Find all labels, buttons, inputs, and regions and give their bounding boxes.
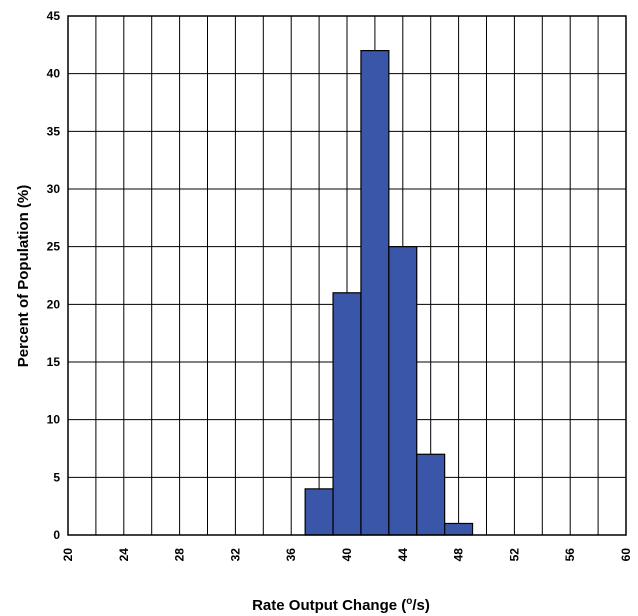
- x-tick-label: 52: [507, 548, 521, 562]
- histogram-bar: [416, 453, 446, 536]
- x-tick-labels: 20 24 28 32 36 40 44 48 52 56 60: [61, 548, 633, 562]
- y-tick-labels: 0 5 10 15 20 25 30 35 40 45: [47, 9, 61, 542]
- histogram-bar: [304, 488, 334, 536]
- x-tick-label: 24: [117, 548, 131, 562]
- y-tick-label: 15: [47, 355, 61, 369]
- y-tick-label: 35: [47, 124, 61, 138]
- histogram-bar: [444, 522, 474, 536]
- x-tick-label: 40: [340, 548, 354, 562]
- histogram-bar: [360, 49, 390, 536]
- y-tick-label: 10: [47, 413, 61, 427]
- histogram-bars: [304, 49, 474, 536]
- histogram-bar: [388, 246, 418, 536]
- x-tick-label: 48: [452, 548, 466, 562]
- y-tick-label: 5: [53, 470, 60, 484]
- x-tick-label: 60: [619, 548, 633, 562]
- y-tick-label: 40: [47, 67, 61, 81]
- x-tick-label: 56: [563, 548, 577, 562]
- y-tick-label: 30: [47, 182, 61, 196]
- x-tick-label: 32: [228, 548, 242, 562]
- x-axis-title: Rate Output Change (o/s): [252, 596, 430, 614]
- x-axis-title-suffix: /s): [412, 597, 430, 614]
- y-tick-label: 0: [53, 528, 60, 542]
- histogram-bar: [332, 292, 362, 536]
- y-axis-title: Percent of Population (%): [15, 185, 32, 368]
- y-tick-label: 45: [47, 9, 61, 23]
- x-axis-title-superscript: o: [406, 596, 412, 607]
- x-tick-label: 36: [284, 548, 298, 562]
- y-tick-label: 25: [47, 240, 61, 254]
- x-tick-label: 28: [173, 548, 187, 562]
- x-axis-title-main: Rate Output Change (: [252, 597, 406, 614]
- x-tick-label: 44: [396, 548, 410, 562]
- x-tick-label: 20: [61, 548, 75, 562]
- plot-frame: [67, 15, 627, 536]
- y-tick-label: 20: [47, 297, 61, 311]
